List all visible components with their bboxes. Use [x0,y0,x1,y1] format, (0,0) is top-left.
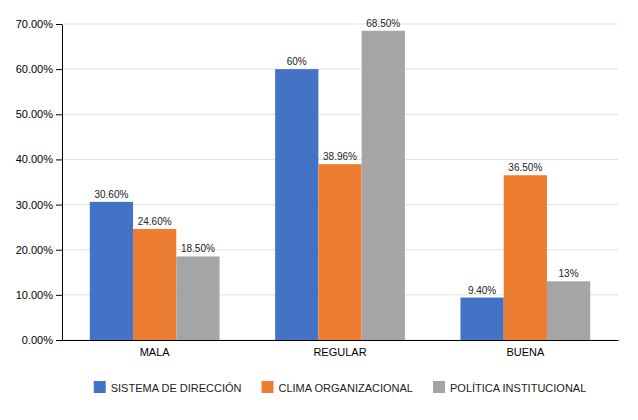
bar [547,281,590,340]
y-tick: 0.00% [22,334,62,346]
y-tick-mark [56,114,62,115]
y-tick: 60.00% [16,63,62,75]
y-tick: 70.00% [16,18,62,30]
y-tick-mark [56,69,62,70]
data-label: 68.50% [366,18,400,29]
y-tick: 20.00% [16,244,62,256]
y-tick-label: 20.00% [16,244,54,256]
y-tick-mark [56,159,62,160]
y-tick: 10.00% [16,289,62,301]
data-label: 36.50% [508,162,542,173]
chart: 30.60% 60% 9.40% 24.60% 38.96% 36.50% 18.50% 68… [0,0,638,420]
y-tick-mark [56,24,62,25]
legend-label: SISTEMA DE DIRECCIÓN [111,382,242,394]
y-tick-label: 50.00% [16,108,54,120]
bar [318,164,361,340]
grid-line [62,69,618,70]
data-label: 38.96% [323,151,357,162]
y-tick: 30.00% [16,199,62,211]
grid-line [62,24,618,25]
y-tick-mark [56,295,62,296]
y-tick: 40.00% [16,153,62,165]
legend-label: POLÍTICA INSTITUCIONAL [450,382,586,394]
legend-swatch [262,381,274,393]
data-labels: 30.60% 60% 9.40% 24.60% 38.96% 36.50% 18.50% 68… [94,18,578,296]
bars [90,31,590,340]
y-tick-label: 0.00% [22,334,53,346]
bar [504,175,547,340]
legend-label: CLIMA ORGANIZACIONAL [279,382,413,394]
data-label: 13% [559,268,579,279]
data-label: 9.40% [468,285,496,296]
y-tick-label: 60.00% [16,63,54,75]
legend-item: SISTEMA DE DIRECCIÓN [94,381,242,394]
data-label: 30.60% [94,189,128,200]
x-tick-label: REGULAR [313,346,366,358]
bar [176,256,219,340]
plot-area: 30.60% 60% 9.40% 24.60% 38.96% 36.50% 18.50% 68… [16,18,619,358]
bar [133,229,176,340]
y-tick-label: 10.00% [16,289,54,301]
y-tick-label: 40.00% [16,153,54,165]
legend: SISTEMA DE DIRECCIÓN CLIMA ORGANIZACIONAL… [94,381,587,394]
legend-item: POLÍTICA INSTITUCIONAL [433,381,586,394]
bar [362,31,405,340]
y-tick-mark [56,205,62,206]
legend-item: CLIMA ORGANIZACIONAL [262,381,413,394]
grid-line [62,114,618,115]
bar [275,69,318,340]
x-tick: REGULAR [313,346,366,358]
legend-swatch [94,381,106,393]
x-tick-label: BUENA [506,346,545,358]
x-axis: MALA REGULAR BUENA [63,341,619,358]
grid [62,24,618,340]
data-label: 18.50% [181,243,215,254]
data-label: 60% [287,56,307,67]
x-tick-label: MALA [140,346,171,358]
y-tick-label: 30.00% [16,199,54,211]
x-tick: MALA [140,346,171,358]
x-axis-line [63,340,619,341]
y-tick: 50.00% [16,108,62,120]
y-axis-line [62,25,63,341]
y-tick-mark [56,340,62,341]
y-tick-label: 70.00% [16,18,54,30]
x-tick: BUENA [506,346,545,358]
y-tick-mark [56,250,62,251]
data-label: 24.60% [138,216,172,227]
bar [460,298,503,340]
legend-swatch [433,381,445,393]
y-axis: 0.00% 10.00% 20.00% 30.00% 40.00% 50.00% 60.00… [16,18,63,346]
bar [90,202,133,340]
